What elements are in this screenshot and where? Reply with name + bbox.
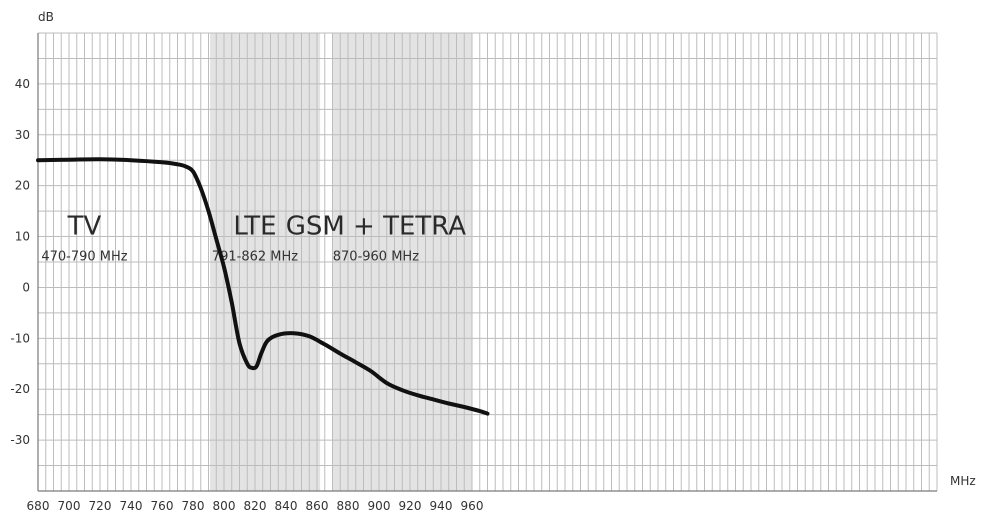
y-tick-label: 10	[15, 230, 30, 244]
x-tick-label: 700	[58, 499, 81, 513]
y-tick-label: -10	[10, 331, 30, 345]
x-tick-label: 920	[399, 499, 422, 513]
band-name-label: GSM + TETRA	[286, 212, 467, 242]
x-tick-label: 740	[120, 499, 143, 513]
x-tick-label: 900	[368, 499, 391, 513]
band-name-label: TV	[67, 212, 102, 242]
series-lines	[36, 157, 490, 416]
x-tick-label: 840	[275, 499, 298, 513]
y-tick-label: -30	[10, 433, 30, 447]
band-range-label: 870-960 MHz	[333, 250, 419, 265]
band-range-label: 470-790 MHz	[41, 250, 127, 265]
y-tick-label: 40	[15, 77, 30, 91]
y-tick-label: 0	[22, 280, 30, 294]
x-tick-label: 720	[89, 499, 112, 513]
grid	[37, 32, 938, 492]
band-labels: TV 470-790 MHz LTE 791-862 MHz GSM + TETRA 87…	[41, 212, 466, 265]
y-tick-label: 20	[15, 179, 30, 193]
y-tick-label: 30	[15, 128, 30, 142]
x-tick-label: 860	[306, 499, 329, 513]
x-tick-label: 960	[461, 499, 484, 513]
x-tick-label: 940	[430, 499, 453, 513]
x-tick-label: 880	[337, 499, 360, 513]
y-tick-label: -20	[10, 382, 30, 396]
x-tick-label: 820	[244, 499, 267, 513]
tick-labels: 680 700 720 740 760 780 800 820 840 860 880 900 920 9…	[10, 77, 483, 513]
y-axis-unit: dB	[38, 10, 54, 24]
x-tick-label: 800	[213, 499, 236, 513]
x-tick-label: 760	[151, 499, 174, 513]
band-name-label: LTE	[233, 212, 276, 242]
series-line-1	[36, 157, 490, 416]
band-range-label: 791-862 MHz	[212, 250, 298, 265]
x-tick-label: 680	[27, 499, 50, 513]
x-tick-label: 780	[182, 499, 205, 513]
x-axis-unit: MHz	[950, 474, 976, 488]
